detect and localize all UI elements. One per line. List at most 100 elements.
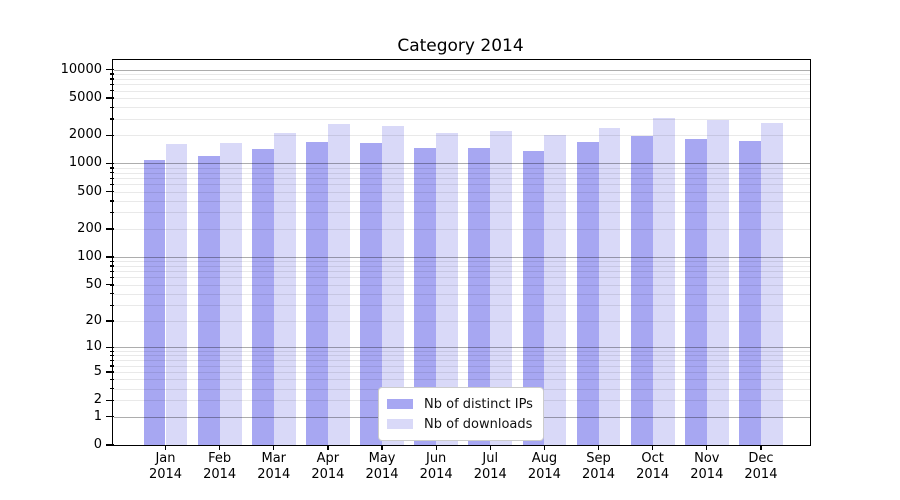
gridline-minor-20 <box>113 320 811 322</box>
x-label-year: 2014 <box>419 466 453 482</box>
gridline-minor-40 <box>113 293 811 295</box>
x-label-year: 2014 <box>365 466 399 482</box>
y-minortick-800 <box>110 172 114 174</box>
gridline-major-10000 <box>113 69 811 71</box>
x-tick-jul <box>489 445 491 450</box>
y-tick-500 <box>106 191 114 193</box>
y-minortick-6 <box>110 365 114 367</box>
legend-swatch-2 <box>387 418 413 430</box>
x-label-year: 2014 <box>311 466 345 482</box>
gridline-minor-200 <box>113 228 811 230</box>
bar-distinct-ips-jun <box>414 147 437 445</box>
gridline-minor-7000 <box>113 84 811 86</box>
x-tick-label-sep: Sep 2014 <box>567 451 631 482</box>
gridline-minor-9 <box>113 351 811 353</box>
y-minortick-30 <box>110 304 114 306</box>
y-minortick-9 <box>110 350 114 352</box>
x-tick-oct <box>652 445 654 450</box>
y-tick-label-5000: 5000 <box>68 89 102 105</box>
y-tick-2000 <box>106 134 114 136</box>
bar-downloads-aug <box>544 134 567 445</box>
x-tick-aug <box>543 445 546 450</box>
gridline-minor-8000 <box>113 78 811 80</box>
x-tick-mar <box>273 445 275 450</box>
x-label-year: 2014 <box>527 466 561 482</box>
gridline-minor-6 <box>113 365 811 367</box>
y-tick-10 <box>106 346 114 348</box>
y-minortick-6000 <box>110 90 114 92</box>
x-tick-label-jul: Jul 2014 <box>458 451 522 482</box>
y-minortick-8000 <box>110 78 114 80</box>
y-tick-1 <box>106 416 114 418</box>
x-label-month: Jul <box>482 451 499 466</box>
gridline-minor-300 <box>113 212 811 214</box>
y-minortick-300 <box>110 211 114 214</box>
x-tick-label-may: May 2014 <box>350 451 414 482</box>
y-tick-200 <box>106 228 114 230</box>
bar-downloads-nov <box>706 120 729 445</box>
y-tick-label-10: 10 <box>85 339 102 355</box>
y-tick-label-500: 500 <box>77 183 102 199</box>
gridline-minor-2000 <box>113 135 811 137</box>
y-tick-label-1000: 1000 <box>68 155 102 171</box>
x-label-month: Jan <box>155 451 176 466</box>
y-tick-100 <box>106 256 114 258</box>
gridline-major-100 <box>113 256 811 258</box>
legend-row-1: Nb of distinct IPs <box>387 394 535 414</box>
gridline-minor-8 <box>113 355 811 357</box>
gridline-minor-9000 <box>113 73 811 75</box>
y-minortick-7 <box>110 359 114 362</box>
bar-distinct-ips-dec <box>739 140 761 445</box>
y-minortick-8 <box>110 354 114 357</box>
bar-distinct-ips-feb <box>197 156 220 445</box>
bar-distinct-ips-sep <box>576 141 599 445</box>
y-tick-label-5: 5 <box>93 363 102 379</box>
y-tick-2 <box>106 399 114 401</box>
bar-downloads-feb <box>219 143 242 445</box>
y-minortick-4000 <box>110 106 114 108</box>
gridline-minor-5000 <box>113 97 811 99</box>
gridline-minor-50 <box>113 284 811 286</box>
x-label-year: 2014 <box>257 466 291 482</box>
bar-downloads-dec <box>760 123 783 445</box>
x-label-month: Feb <box>208 451 232 466</box>
y-minortick-4 <box>110 378 114 381</box>
gridline-minor-80 <box>113 265 811 267</box>
y-tick-label-1: 1 <box>93 408 102 424</box>
bar-downloads-jul <box>490 131 513 445</box>
x-label-year: 2014 <box>203 466 237 482</box>
x-tick-apr <box>327 445 329 450</box>
x-label-year: 2014 <box>148 466 183 482</box>
x-label-month: Sep <box>586 451 611 466</box>
y-tick-label-50: 50 <box>85 276 102 292</box>
bar-downloads-may <box>382 125 404 445</box>
x-label-year: 2014 <box>690 466 724 482</box>
y-minortick-40 <box>110 293 114 295</box>
x-label-month: Mar <box>261 451 287 466</box>
x-label-month: May <box>368 451 396 466</box>
gridline-minor-7 <box>113 360 811 362</box>
gridline-minor-60 <box>113 277 811 279</box>
x-tick-nov <box>706 445 708 450</box>
y-minortick-3 <box>110 388 114 390</box>
y-minortick-60 <box>110 276 114 279</box>
x-tick-label-nov: Nov 2014 <box>675 451 739 482</box>
y-minortick-90 <box>110 260 114 262</box>
x-tick-label-feb: Feb 2014 <box>188 451 252 482</box>
gridline-minor-800 <box>113 172 811 174</box>
x-label-month: Aug <box>531 451 558 466</box>
x-tick-may <box>381 445 383 450</box>
gridline-major-10 <box>113 347 811 349</box>
y-tick-label-0: 0 <box>93 437 102 452</box>
gridline-minor-900 <box>113 167 811 169</box>
x-label-year: 2014 <box>744 466 778 482</box>
bar-distinct-ips-aug <box>522 150 545 445</box>
x-tick-label-apr: Apr 2014 <box>296 451 360 482</box>
legend: Nb of distinct IPs Nb of downloads <box>378 387 544 441</box>
y-tick-0 <box>106 444 114 446</box>
y-tick-label-20: 20 <box>85 312 102 328</box>
bar-distinct-ips-may <box>360 142 382 445</box>
y-tick-20 <box>106 320 114 322</box>
gridline-minor-30 <box>113 305 811 307</box>
y-tick-label-2000: 2000 <box>68 127 102 143</box>
